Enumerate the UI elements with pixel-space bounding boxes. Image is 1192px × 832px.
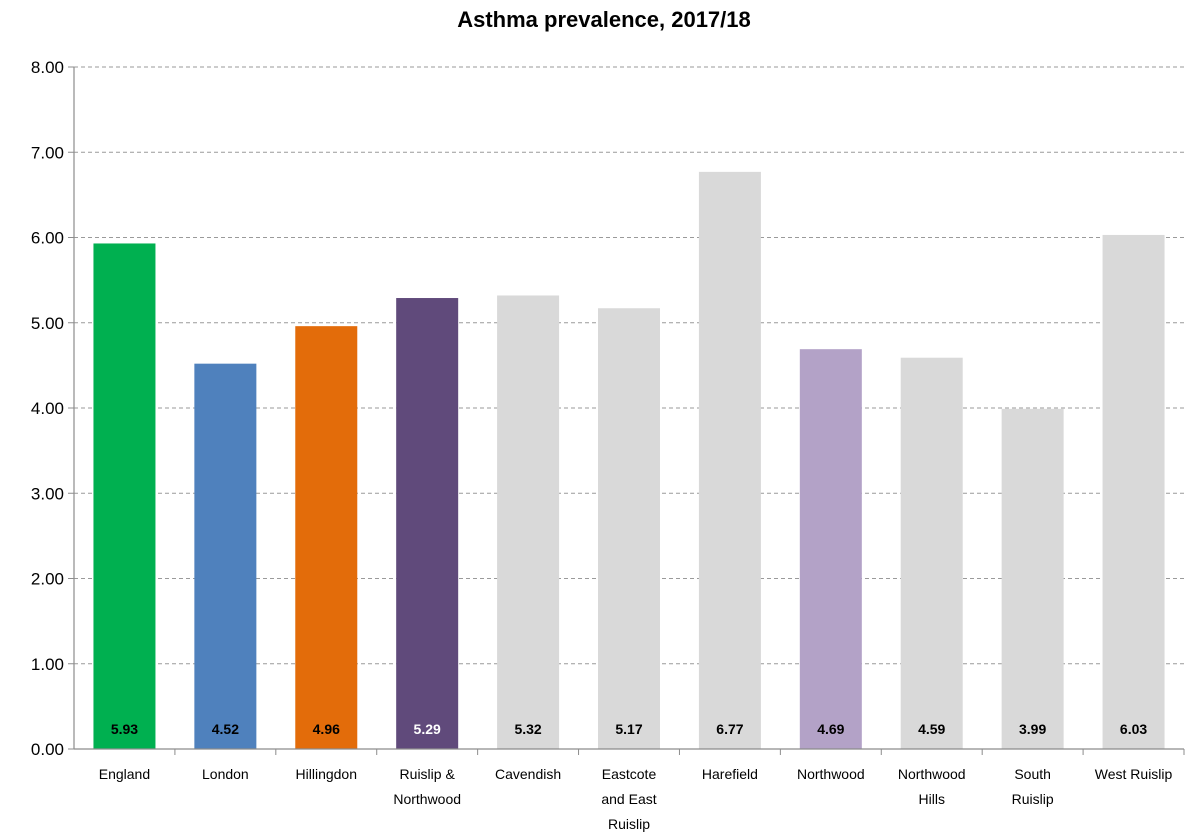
data-label: 6.77 xyxy=(716,721,743,737)
data-labels: 5.93 4.52 4.96 5.29 5.32 5.17 6.77 4.69 4.59 3.99… xyxy=(111,721,1148,737)
x-tick-label: Ruislip & xyxy=(400,766,456,782)
y-tick-label: 8.00 xyxy=(31,58,64,77)
y-tick-label: 4.00 xyxy=(31,399,64,418)
data-label: 5.93 xyxy=(111,721,138,737)
x-tick-label: Ruislip xyxy=(608,816,650,832)
data-label: 3.99 xyxy=(1019,721,1046,737)
bar xyxy=(295,326,358,749)
bar xyxy=(497,295,560,749)
bar xyxy=(194,363,257,749)
x-tick-label: Northwood xyxy=(898,766,966,782)
data-label: 4.69 xyxy=(817,721,844,737)
bar xyxy=(799,349,862,749)
x-tick-label: Hills xyxy=(919,791,945,807)
data-label: 4.52 xyxy=(212,721,239,737)
x-axis-ticks: England London Hillingdon Ruislip & Northwoo… xyxy=(99,749,1185,832)
data-label: 5.32 xyxy=(514,721,541,737)
x-tick-label: Hillingdon xyxy=(296,766,357,782)
y-tick-label: 0.00 xyxy=(31,740,64,759)
bars xyxy=(93,171,1165,750)
y-tick-label: 5.00 xyxy=(31,314,64,333)
x-tick-label: Eastcote xyxy=(602,766,657,782)
data-label: 6.03 xyxy=(1120,721,1147,737)
bar xyxy=(396,298,459,749)
data-label: 4.59 xyxy=(918,721,945,737)
bar xyxy=(698,171,761,750)
x-tick-label: England xyxy=(99,766,150,782)
x-tick-label: Ruislip xyxy=(1012,791,1054,807)
y-tick-label: 3.00 xyxy=(31,484,64,503)
chart-title: Asthma prevalence, 2017/18 xyxy=(457,7,751,32)
y-tick-label: 1.00 xyxy=(31,655,64,674)
bar xyxy=(598,308,660,749)
x-tick-label: Harefield xyxy=(702,766,758,782)
x-tick-label: and East xyxy=(601,791,656,807)
data-label: 4.96 xyxy=(313,721,340,737)
x-tick-label: London xyxy=(202,766,249,782)
bar xyxy=(1102,234,1165,749)
y-tick-label: 2.00 xyxy=(31,570,64,589)
data-label: 5.17 xyxy=(615,721,642,737)
data-label: 5.29 xyxy=(414,721,441,737)
x-tick-label: Northwood xyxy=(797,766,865,782)
y-tick-label: 7.00 xyxy=(31,143,64,162)
bar xyxy=(93,243,156,749)
bar xyxy=(1001,408,1064,749)
x-tick-label: South xyxy=(1014,766,1051,782)
x-tick-label: Northwood xyxy=(393,791,461,807)
bar xyxy=(900,357,963,749)
y-axis-ticks: 0.00 1.00 2.00 3.00 4.00 5.00 6.00 7.00 8.00 xyxy=(31,58,74,759)
y-tick-label: 6.00 xyxy=(31,229,64,248)
x-tick-label: Cavendish xyxy=(495,766,561,782)
x-tick-label: West Ruislip xyxy=(1095,766,1173,782)
